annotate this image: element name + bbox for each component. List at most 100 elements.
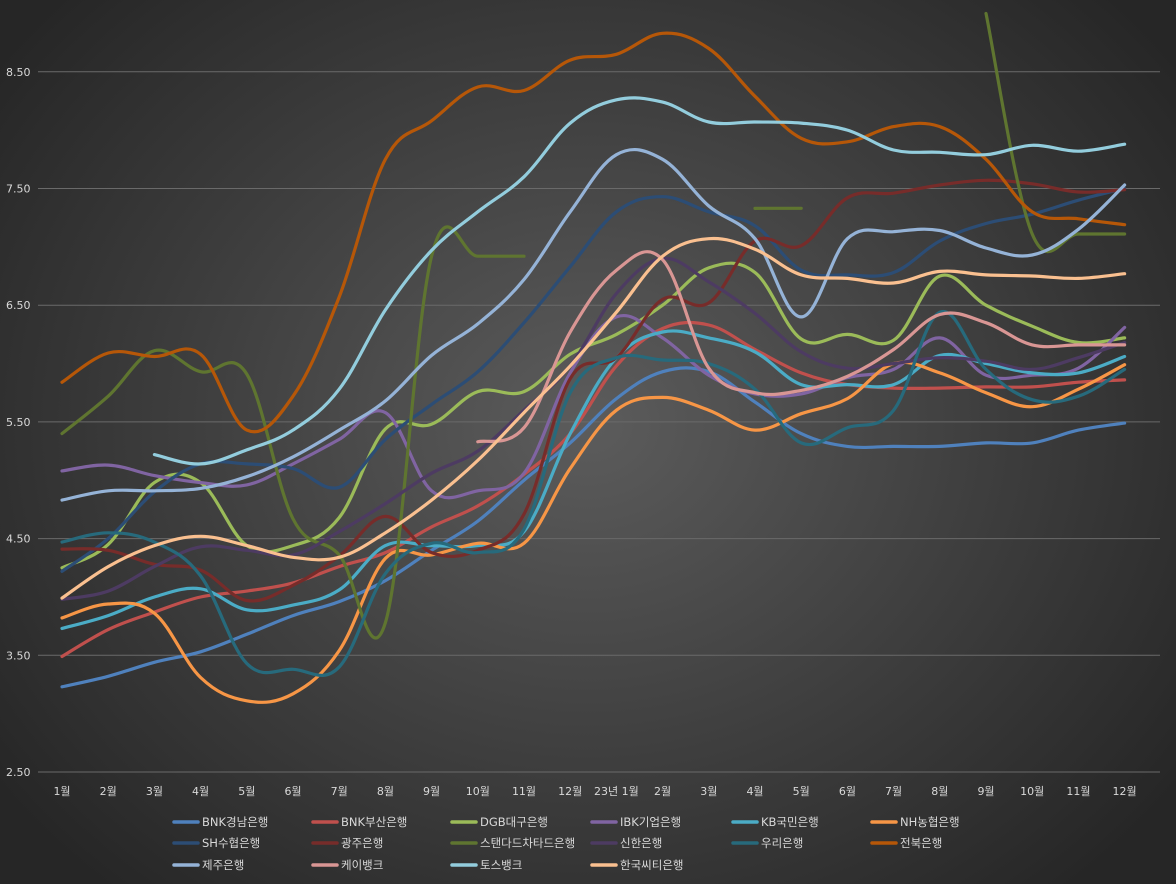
legend-label: KB국민은행 bbox=[761, 815, 819, 829]
legend-item: 신한은행 bbox=[590, 836, 662, 850]
legend-item: 토스뱅크 bbox=[450, 858, 522, 872]
series-line-segment bbox=[476, 250, 1127, 444]
legend-item: 광주은행 bbox=[311, 836, 383, 850]
legend-item: 케이뱅크 bbox=[311, 858, 383, 872]
legend-item: SH수협은행 bbox=[172, 836, 260, 850]
legend-label: BNK부산은행 bbox=[341, 815, 407, 829]
y-tick-label: 7.50 bbox=[6, 183, 31, 196]
series bbox=[60, 320, 1127, 659]
series-line-segment bbox=[984, 11, 1127, 254]
y-tick-label: 6.50 bbox=[6, 299, 31, 312]
series bbox=[60, 31, 1127, 434]
series-line-segment bbox=[60, 236, 1127, 600]
x-tick-label: 9월 bbox=[977, 785, 994, 798]
legend-item: BNK부산은행 bbox=[311, 815, 407, 829]
series-line-segment bbox=[60, 147, 1127, 502]
x-tick-label: 3월 bbox=[700, 785, 717, 798]
y-axis-tick-labels: 2.50 3.50 4.50 5.50 6.50 7.50 8.50 bbox=[6, 66, 31, 779]
x-tick-label: 1월 bbox=[53, 785, 70, 798]
series-line-segment bbox=[60, 256, 1127, 601]
legend: BNK경남은행 BNK부산은행 DGB대구은행 IBK기업은행 KB국민은행 NH농협은행… bbox=[172, 815, 960, 872]
legend-label: 전북은행 bbox=[900, 836, 942, 850]
series-line-segment bbox=[60, 309, 1127, 678]
series-line-segment bbox=[60, 178, 1127, 603]
legend-label: SH수협은행 bbox=[202, 836, 260, 850]
series bbox=[60, 236, 1127, 600]
legend-label: 광주은행 bbox=[341, 836, 383, 850]
legend-item: BNK경남은행 bbox=[172, 815, 268, 829]
x-tick-label: 4월 bbox=[192, 785, 209, 798]
series bbox=[60, 186, 1127, 573]
x-tick-label: 12월 bbox=[558, 785, 582, 798]
series-line-segment bbox=[60, 186, 1127, 573]
series-line-segment bbox=[60, 329, 1127, 631]
series bbox=[60, 366, 1127, 689]
series bbox=[60, 256, 1127, 601]
series-lines bbox=[60, 11, 1127, 704]
series-line-segment bbox=[60, 320, 1127, 659]
series bbox=[476, 250, 1127, 444]
x-tick-label: 6월 bbox=[284, 785, 301, 798]
x-tick-label: 5월 bbox=[238, 785, 255, 798]
legend-item: 제주은행 bbox=[172, 858, 244, 872]
series-line-segment bbox=[60, 261, 1127, 570]
series bbox=[60, 329, 1127, 631]
x-tick-label: 9월 bbox=[423, 785, 440, 798]
legend-label: 한국씨티은행 bbox=[620, 858, 683, 872]
legend-label: 우리은행 bbox=[761, 836, 803, 850]
x-tick-label: 2월 bbox=[100, 785, 117, 798]
series bbox=[60, 261, 1127, 570]
legend-label: IBK기업은행 bbox=[620, 815, 681, 829]
legend-item: KB국민은행 bbox=[731, 815, 819, 829]
y-tick-label: 3.50 bbox=[6, 649, 31, 662]
series bbox=[60, 360, 1127, 704]
series-line-segment bbox=[60, 225, 526, 640]
grid-lines bbox=[38, 71, 1160, 773]
legend-item: IBK기업은행 bbox=[590, 815, 681, 829]
x-tick-label: 8월 bbox=[377, 785, 394, 798]
x-tick-label: 8월 bbox=[931, 785, 948, 798]
x-tick-label: 2월 bbox=[654, 785, 671, 798]
x-tick-label: 11월 bbox=[1066, 785, 1090, 798]
x-tick-label: 6월 bbox=[839, 785, 856, 798]
legend-label: NH농협은행 bbox=[900, 815, 960, 829]
x-tick-label: 3월 bbox=[146, 785, 163, 798]
x-tick-label: 4월 bbox=[746, 785, 763, 798]
legend-item: DGB대구은행 bbox=[450, 815, 548, 829]
x-tick-label: 10월 bbox=[466, 785, 490, 798]
y-tick-label: 5.50 bbox=[6, 416, 31, 429]
series bbox=[60, 309, 1127, 678]
legend-item: 스탠다드차타드은행 bbox=[450, 836, 575, 850]
series bbox=[60, 11, 1127, 640]
legend-item: 전북은행 bbox=[870, 836, 942, 850]
x-axis-tick-labels: 1월 2월 3월 4월 5월 6월 7월 8월 9월 10월 11월 12월 23년 1월 2월 3월 4월 5… bbox=[53, 785, 1136, 798]
series-line-segment bbox=[60, 31, 1127, 434]
x-tick-label: 7월 bbox=[885, 785, 902, 798]
legend-label: 스탠다드차타드은행 bbox=[480, 836, 575, 850]
x-tick-label: 10월 bbox=[1020, 785, 1044, 798]
legend-item: 한국씨티은행 bbox=[590, 858, 683, 872]
x-tick-label: 12월 bbox=[1113, 785, 1137, 798]
series-line-segment bbox=[152, 96, 1127, 466]
series bbox=[152, 96, 1127, 466]
legend-label: 케이뱅크 bbox=[341, 858, 383, 872]
legend-label: DGB대구은행 bbox=[480, 815, 548, 829]
legend-label: BNK경남은행 bbox=[202, 815, 268, 829]
series-line-segment bbox=[60, 366, 1127, 689]
legend-label: 제주은행 bbox=[202, 858, 244, 872]
x-tick-label: 5월 bbox=[793, 785, 810, 798]
y-tick-label: 4.50 bbox=[6, 533, 31, 546]
x-tick-label: 23년 1월 bbox=[594, 785, 639, 798]
series bbox=[60, 147, 1127, 502]
y-tick-label: 8.50 bbox=[6, 66, 31, 79]
x-tick-label: 7월 bbox=[331, 785, 348, 798]
legend-item: NH농협은행 bbox=[870, 815, 960, 829]
legend-item: 우리은행 bbox=[731, 836, 803, 850]
y-tick-label: 2.50 bbox=[6, 766, 31, 779]
series-line-segment bbox=[60, 360, 1127, 704]
series bbox=[60, 178, 1127, 603]
legend-label: 토스뱅크 bbox=[480, 858, 522, 872]
legend-label: 신한은행 bbox=[620, 836, 662, 850]
x-tick-label: 11월 bbox=[512, 785, 536, 798]
